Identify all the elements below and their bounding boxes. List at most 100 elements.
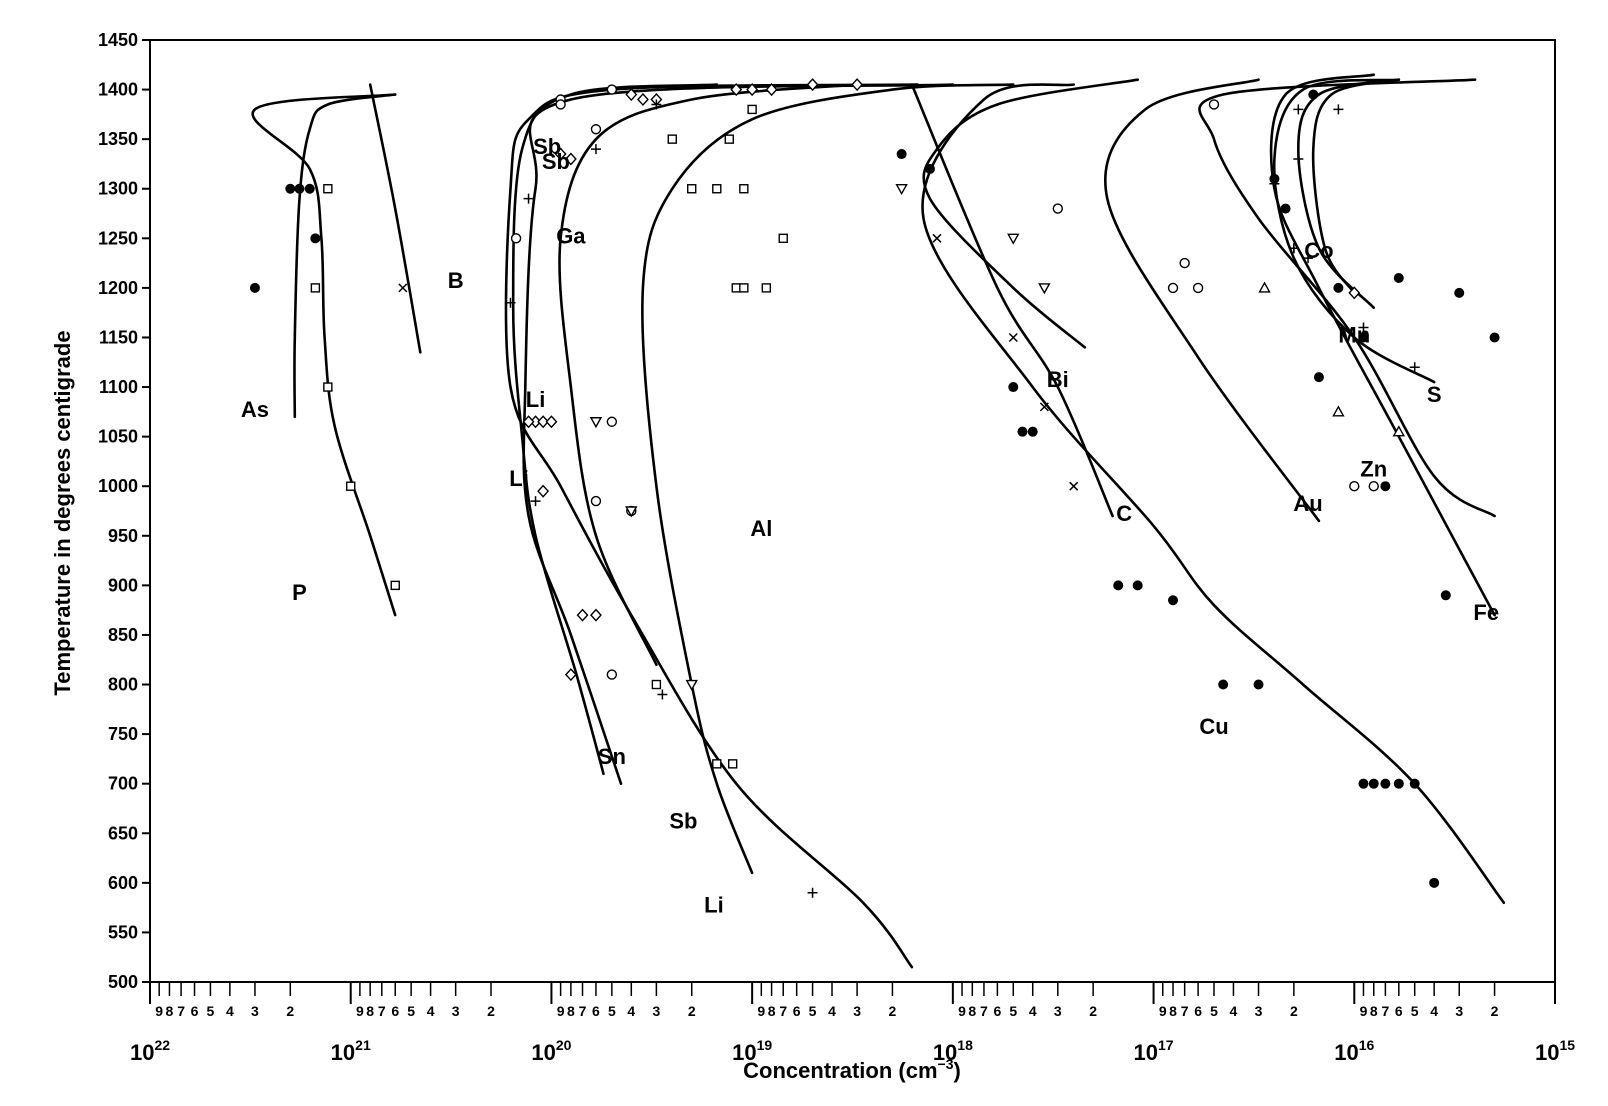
- curve-zn: [1198, 78, 1496, 518]
- x-minor-label: 3: [452, 1003, 460, 1019]
- x-minor-label: 6: [793, 1003, 801, 1019]
- curve-b: [368, 83, 422, 354]
- marker-cross: [398, 283, 408, 293]
- curve-label-zn: Zn: [1360, 456, 1387, 481]
- x-minor-label: 8: [366, 1003, 374, 1019]
- x-minor-label: 9: [1159, 1003, 1167, 1019]
- marker-dot: [1017, 426, 1028, 437]
- y-tick-label: 1000: [98, 476, 138, 496]
- marker-dot: [249, 282, 260, 293]
- curve-labels: P As B Sb Sn Ga Li Al C Bi Cu Au Zn Fe S Mn Co Sb Li Sb Li: [241, 134, 1499, 918]
- marker-triangle-down: [589, 417, 603, 429]
- curve-au: [1104, 78, 1321, 523]
- marker-dot: [1358, 778, 1369, 789]
- x-minor-label: 3: [652, 1003, 660, 1019]
- marker-triangle-down: [625, 506, 638, 518]
- x-minor-label: 4: [226, 1003, 234, 1019]
- marker-dot: [1333, 282, 1344, 293]
- marker-square: [712, 759, 722, 769]
- curve-label-p: P: [292, 580, 307, 605]
- marker-square: [724, 134, 734, 144]
- x-axis-label: Concentration (cm−3): [743, 1056, 961, 1083]
- x-minor-label: 7: [579, 1003, 587, 1019]
- marker-plus: [590, 144, 601, 155]
- x-minor-label: 6: [1395, 1003, 1403, 1019]
- marker-diamond: [564, 668, 577, 682]
- curve-li: [504, 83, 919, 969]
- marker-diamond: [537, 484, 550, 498]
- x-minor-label: 7: [378, 1003, 386, 1019]
- marker-square: [778, 233, 788, 244]
- y-tick-label: 800: [108, 675, 138, 695]
- x-minor-label: 2: [286, 1003, 294, 1019]
- marker-square: [323, 382, 333, 392]
- curve-mn: [1297, 78, 1401, 309]
- marker-cross: [1008, 332, 1018, 343]
- curve-label-li: Li: [509, 466, 529, 491]
- data-markers: [249, 78, 1500, 898]
- x-minor-label: 7: [1381, 1003, 1389, 1019]
- plot-frame: [149, 39, 1556, 983]
- curve-label-li: Li: [704, 893, 724, 918]
- curve-ga: [558, 83, 859, 666]
- curve-label-au: Au: [1293, 491, 1322, 516]
- marker-plus: [1358, 322, 1369, 333]
- x-minor-label: 3: [1455, 1003, 1463, 1019]
- marker-plus: [1333, 104, 1344, 115]
- marker-dot: [1454, 287, 1465, 298]
- marker-diamond: [806, 78, 819, 92]
- x-minor-label: 5: [1411, 1003, 1419, 1019]
- marker-circle: [1349, 481, 1360, 492]
- marker-dot: [924, 163, 935, 174]
- marker-circle: [1368, 481, 1379, 492]
- x-axis-label-main: Concentration (cm: [743, 1058, 937, 1083]
- marker-dot: [1168, 595, 1179, 606]
- curve-label-cu: Cu: [1199, 714, 1228, 739]
- marker-dot: [1132, 580, 1143, 591]
- marker-plus: [1293, 104, 1304, 115]
- x-minor-label: 9: [356, 1003, 364, 1019]
- y-tick-label: 850: [108, 625, 138, 645]
- marker-square: [323, 184, 333, 194]
- marker-dot: [896, 149, 907, 160]
- curve-label-mn: Mn: [1338, 322, 1370, 347]
- marker-dot: [1393, 272, 1404, 283]
- marker-square: [739, 184, 749, 194]
- x-decade-label: 1016: [1334, 1037, 1374, 1065]
- y-tick-label: 1350: [98, 129, 138, 149]
- marker-diamond: [636, 92, 649, 107]
- x-minor-label: 4: [1029, 1003, 1037, 1019]
- x-decade-label: 1018: [933, 1037, 973, 1065]
- x-minor-label: 6: [1194, 1003, 1202, 1019]
- curve-label-sn: Sn: [598, 744, 626, 769]
- x-minor-label: 5: [407, 1003, 415, 1019]
- marker-plus: [523, 193, 534, 204]
- marker-dot: [294, 183, 305, 194]
- marker-dot: [1358, 332, 1369, 343]
- curve-al: [641, 83, 1015, 875]
- marker-diamond: [537, 415, 550, 429]
- marker-dot: [1393, 778, 1404, 789]
- curve-fe: [1269, 73, 1496, 617]
- marker-circle: [606, 84, 618, 95]
- curve-cu: [921, 83, 1506, 904]
- curve-label-b: B: [448, 268, 464, 293]
- x-minor-label: 8: [768, 1003, 776, 1019]
- curve-label-c: C: [1116, 501, 1132, 526]
- x-minor-label: 2: [688, 1003, 696, 1019]
- curve-label-sb: Sb: [669, 808, 697, 833]
- x-minor-label: 4: [427, 1003, 435, 1019]
- y-tick-label: 1100: [99, 377, 138, 397]
- y-tick-label: 1250: [98, 228, 138, 248]
- curve-label-bi: Bi: [1047, 367, 1069, 392]
- marker-plus: [651, 99, 662, 110]
- marker-dot: [1368, 778, 1379, 789]
- marker-circle: [510, 233, 522, 244]
- x-minor-label: 4: [627, 1003, 635, 1019]
- marker-dot: [1429, 877, 1440, 888]
- x-minor-label: 2: [487, 1003, 495, 1019]
- x-minor-label: 5: [1210, 1003, 1218, 1019]
- marker-circle: [1179, 257, 1190, 269]
- curve-label-al: Al: [750, 516, 772, 541]
- y-tick-label: 900: [108, 575, 138, 595]
